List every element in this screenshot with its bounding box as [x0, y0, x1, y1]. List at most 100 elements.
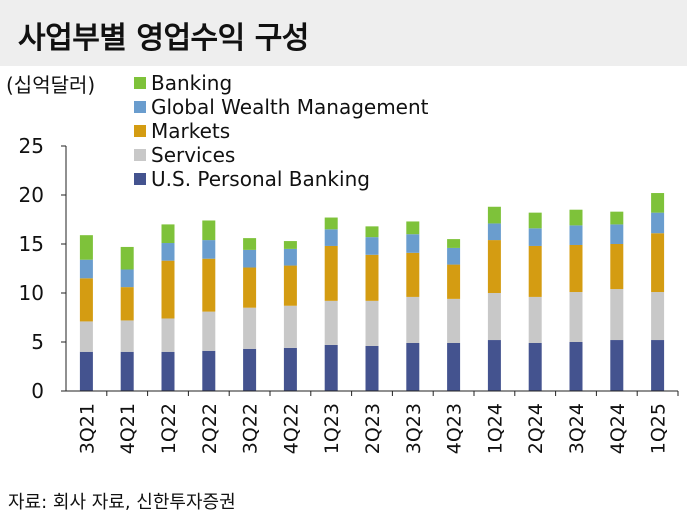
bar-segment [161, 224, 175, 244]
x-tick-label: 4Q22 [280, 403, 302, 454]
x-tick-label: 3Q23 [403, 403, 425, 454]
bar-segment [202, 311, 216, 351]
bar-segment [365, 226, 379, 238]
bar-segment [528, 212, 542, 229]
bar-segment [365, 345, 379, 391]
source-note: 자료: 회사 자료, 신한투자증권 [8, 492, 236, 513]
bar-segment [120, 287, 134, 321]
bar-segment [161, 351, 175, 391]
bar-segment [610, 244, 624, 290]
bar-segment [120, 320, 134, 352]
x-tick-label: 4Q24 [607, 403, 629, 454]
legend-label: Banking [151, 71, 232, 95]
bar-segment [528, 245, 542, 297]
bar-segment [324, 229, 338, 246]
legend-swatch [134, 173, 146, 185]
x-tick-label: 4Q21 [117, 403, 139, 454]
bar-segment [406, 234, 420, 253]
bar-segment [487, 223, 501, 241]
bar-segment [202, 220, 216, 241]
legend-label: U.S. Personal Banking [151, 167, 370, 191]
bar-segment [447, 342, 461, 391]
bar-segment [406, 252, 420, 297]
legend-swatch [134, 125, 146, 137]
bar-segment [202, 240, 216, 259]
bar-segment [283, 241, 297, 249]
bar-segment [610, 340, 624, 391]
bar-segment [528, 296, 542, 343]
bar-segment [120, 246, 134, 270]
bar-segment [324, 245, 338, 301]
bar-segment [487, 206, 501, 224]
bar-segment [324, 217, 338, 230]
bar-segment [447, 239, 461, 248]
bar-segment [406, 342, 420, 391]
bar-segment [202, 350, 216, 391]
bar-segment [120, 269, 134, 288]
legend-swatch [134, 101, 146, 113]
legend-label: Markets [151, 119, 230, 143]
bar-segment [487, 293, 501, 341]
bar-segment [569, 292, 583, 342]
bar-segment [487, 340, 501, 391]
x-tick-label: 1Q25 [648, 403, 670, 454]
y-tick-label: 20 [19, 183, 44, 207]
bar-segment [610, 289, 624, 341]
bar-segment [79, 278, 93, 322]
stacked-bar-chart: (십억달러) 0 5 10 15 20 25 3Q21 4Q21 1Q22 2Q22 3Q22 4Q2… [6, 71, 679, 454]
x-tick-label: 3Q22 [240, 403, 262, 454]
bar-segment [365, 254, 379, 301]
x-tick-label: 4Q23 [444, 403, 466, 454]
x-tick-label: 1Q24 [484, 403, 506, 454]
bar-segment [79, 321, 93, 352]
bar-segment [79, 259, 93, 279]
bar-segment [120, 351, 134, 391]
bar-segment [610, 224, 624, 244]
x-tick-label: 1Q22 [158, 403, 180, 454]
y-tick-label: 25 [19, 134, 44, 158]
bar-segment [161, 243, 175, 261]
bar-segment [161, 318, 175, 352]
bar-segment [324, 300, 338, 345]
page-title: 사업부별 영업수익 구성 [18, 21, 309, 56]
bar-segment [569, 244, 583, 293]
bar-segment [447, 298, 461, 343]
legend-swatch [134, 77, 146, 89]
bar-segment [79, 351, 93, 391]
bar-segment [161, 260, 175, 319]
bar-segment [447, 264, 461, 299]
bar-segment [202, 258, 216, 312]
bar-segment [569, 342, 583, 391]
y-tick-label: 0 [31, 379, 44, 403]
bar-segment [406, 296, 420, 343]
bar-segment [243, 249, 257, 268]
bar-segment [651, 340, 665, 391]
legend-swatch [134, 149, 146, 161]
y-tick-label: 10 [19, 281, 44, 305]
bar-segment [283, 248, 297, 266]
bar-segment [651, 292, 665, 341]
title-bar: 사업부별 영업수익 구성 [0, 0, 687, 66]
bar-segment [528, 228, 542, 246]
bar-segment [487, 240, 501, 293]
legend-label: Global Wealth Management [151, 95, 429, 119]
x-tick-label: 2Q24 [525, 403, 547, 454]
bar-segment [283, 265, 297, 306]
x-tick-label: 1Q23 [321, 403, 343, 454]
bar-segment [651, 212, 665, 234]
bar-segment [569, 225, 583, 245]
bar-segment [283, 305, 297, 348]
bar-segment [569, 209, 583, 226]
x-tick-label: 3Q21 [76, 403, 98, 454]
x-tick-label: 3Q24 [566, 403, 588, 454]
bar-segment [365, 300, 379, 346]
bar-segment [528, 342, 542, 391]
x-tick-label: 2Q22 [199, 403, 221, 454]
bar-segment [610, 211, 624, 225]
bar-segment [651, 233, 665, 293]
bar-segment [243, 238, 257, 250]
bar-segment [406, 221, 420, 235]
x-tick-label: 2Q23 [362, 403, 384, 454]
unit-label: (십억달러) [6, 73, 95, 97]
bar-segment [283, 347, 297, 391]
